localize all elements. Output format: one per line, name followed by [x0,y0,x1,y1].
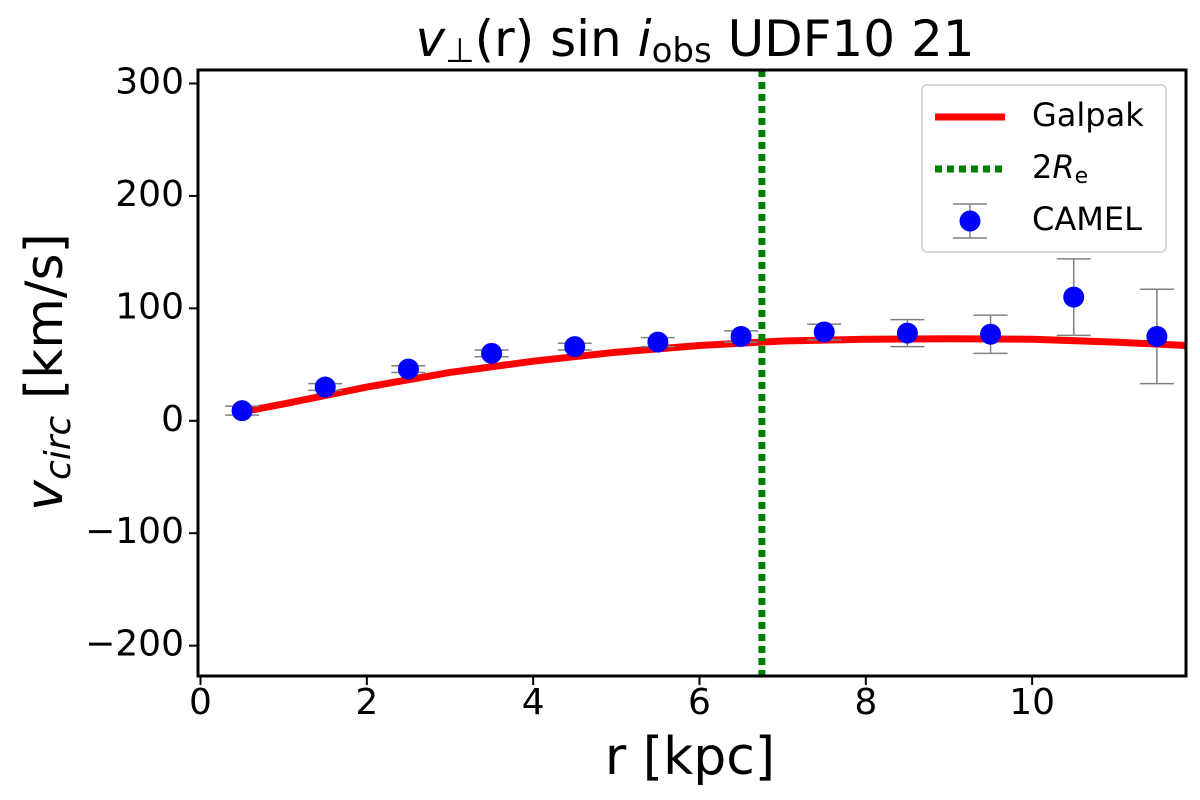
legend-label-part: e [1075,164,1089,189]
x-tick-label: 4 [522,682,545,723]
point [813,321,835,343]
legend: Galpak 2Re CAMEL [921,84,1167,253]
x-tick-label: 8 [854,682,877,723]
plot-area [225,70,1186,676]
point [1063,286,1085,308]
point [314,376,336,398]
legend-box [921,84,1167,253]
x-axis-label: r [kpc] [605,727,775,787]
title-part: ⊥ [445,31,475,71]
y-tick-label: 100 [115,286,184,327]
x-tick-label: 0 [189,682,212,723]
y-label-part: circ [38,415,79,480]
point [481,342,503,364]
legend-label: Galpak [1032,96,1144,134]
y-label-part: v [15,479,75,511]
plot-frame [196,68,1188,678]
chart-title: v⊥(r) sin iobs UDF10 21 [415,10,974,71]
y-tick-label: −200 [85,624,184,665]
legend-label-part: R [1052,148,1074,186]
point [730,325,752,347]
title-part: v [415,10,446,68]
y-tick-label: 300 [115,61,184,102]
y-tick-label: 200 [115,174,184,215]
legend-label: CAMEL [1032,200,1142,238]
title-part: UDF10 21 [712,10,975,68]
y-label-part: [km/s] [15,233,75,415]
point [647,331,669,353]
point [231,400,253,422]
title-part: (r) sin [475,10,638,68]
point [980,323,1002,345]
x-tick-label: 2 [355,682,378,723]
x-tick-label: 10 [1009,682,1055,723]
point [1146,325,1168,347]
title-part: obs [652,31,712,71]
point [397,358,419,380]
y-tick-label: −100 [85,511,184,552]
title-part: i [638,10,652,68]
legend-swatch [959,210,981,232]
y-tick-label: 0 [161,399,184,440]
point [896,322,918,344]
y-axis-label: vcirc [km/s] [15,233,79,511]
x-tick-label: 6 [688,682,711,723]
legend-label: 2Re [1032,148,1088,189]
legend-label-part: 2 [1032,148,1052,186]
line [241,335,1186,416]
point [564,336,586,358]
